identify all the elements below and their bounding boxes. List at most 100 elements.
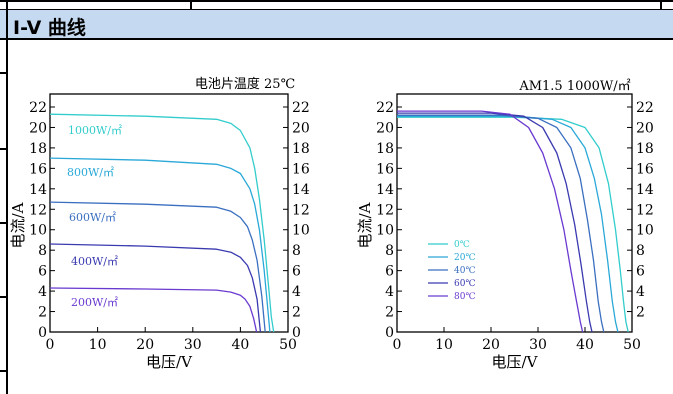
x-tick-label: 40	[231, 337, 249, 353]
y-tick-label-left: 20	[29, 120, 47, 136]
y-tick-label-left: 18	[376, 141, 394, 157]
y-tick-label-right: 10	[636, 223, 654, 239]
series-line	[397, 115, 619, 333]
y-tick-label-right: 2	[292, 305, 301, 321]
x-tick-label: 10	[89, 337, 107, 353]
y-tick-label-left: 22	[376, 100, 394, 116]
y-tick-label-right: 4	[292, 284, 301, 300]
top-rule-tick	[6, 0, 8, 9]
y-tick-label-left: 0	[385, 325, 394, 341]
y-tick-label-right: 2	[636, 305, 645, 321]
x-tick-label: 40	[576, 337, 594, 353]
y-tick-label-right: 14	[292, 182, 310, 198]
series-label: 600W/㎡	[69, 211, 116, 224]
series-line	[397, 116, 629, 333]
series-line	[49, 201, 266, 333]
x-tick-label: 30	[529, 337, 547, 353]
plot-frame	[49, 93, 289, 333]
iv-charts: 电池片温度 25℃0 10 20 30 40 5002468101214161820220…	[9, 76, 654, 371]
y-tick-label-right: 10	[292, 223, 310, 239]
left-border-tick	[0, 222, 6, 224]
top-rule	[0, 0, 673, 9]
y-tick-label-right: 20	[292, 120, 310, 136]
y-tick-label-left: 18	[29, 141, 47, 157]
x-tick-label: 30	[184, 337, 202, 353]
series-line	[397, 110, 584, 333]
y-tick-label-left: 8	[38, 243, 47, 259]
y-tick-label-right: 18	[636, 141, 654, 157]
plot-frame	[396, 93, 633, 333]
left-border	[6, 40, 8, 394]
x-tick-label: 0	[393, 337, 402, 353]
top-rule-line	[0, 0, 673, 2]
y-tick-label-left: 4	[385, 284, 394, 300]
legend-label: 40℃	[454, 266, 476, 276]
y-tick-label-left: 22	[29, 100, 47, 116]
y-tick-label-right: 18	[292, 141, 310, 157]
left-border-tick	[0, 72, 6, 74]
chart-title: AM1.5 1000W/㎡	[518, 79, 630, 94]
legend-label: 60℃	[454, 279, 476, 289]
y-tick-label-left: 16	[29, 161, 47, 177]
left-border-tick	[0, 370, 6, 372]
legend-label: 0℃	[454, 240, 470, 250]
y-tick-label-right: 8	[636, 243, 645, 259]
left-border-tick	[0, 148, 6, 150]
x-tick-label: 10	[435, 337, 453, 353]
series-label: 800W/㎡	[67, 166, 114, 179]
y-tick-label-right: 20	[636, 120, 654, 136]
y-tick-label-left: 6	[385, 264, 394, 280]
legend-label: 80℃	[454, 292, 476, 302]
y-tick-label-left: 8	[385, 243, 394, 259]
y-tick-label-left: 14	[29, 182, 47, 198]
y-tick-label-left: 0	[38, 325, 47, 341]
x-axis-label: 电压/V	[492, 353, 539, 371]
chart-temperature: AM1.5 1000W/㎡ 0 10 20 30 40 50 0 2 4 6 8 10 12 14 16 18 2…	[356, 79, 654, 371]
series-label: 200W/㎡	[71, 296, 118, 309]
y-axis-label: 电流/A	[9, 202, 27, 248]
chart-irradiance: 电池片温度 25℃0 10 20 30 40 5002468101214161820220…	[9, 76, 310, 371]
y-tick-label-right: 0	[292, 325, 301, 341]
series-line	[397, 112, 593, 333]
y-tick-label-left: 6	[38, 264, 47, 280]
series-line	[49, 157, 271, 333]
y-tick-label-right: 16	[292, 161, 310, 177]
y-tick-label-right: 12	[636, 202, 654, 218]
y-tick-label-right: 6	[292, 264, 301, 280]
x-tick-label: 20	[482, 337, 500, 353]
y-tick-label-left: 2	[385, 305, 394, 321]
chart-title: 电池片温度 25℃	[195, 76, 295, 92]
x-tick-label: 50	[279, 337, 297, 353]
series-line	[49, 243, 262, 333]
header-divider	[6, 10, 8, 38]
y-tick-label-left: 2	[38, 305, 47, 321]
series-label: 400W/㎡	[71, 255, 118, 268]
top-rule-tick	[190, 0, 192, 9]
y-axis-label: 电流/A	[356, 202, 374, 248]
y-tick-label-right: 14	[636, 182, 654, 198]
y-tick-label-right: 4	[636, 284, 645, 300]
y-tick-label-left: 10	[376, 223, 394, 239]
y-tick-label-left: 12	[29, 202, 47, 218]
section-header: I-V 曲线	[0, 9, 673, 40]
y-tick-label-left: 12	[376, 202, 394, 218]
y-tick-label-left: 16	[376, 161, 394, 177]
y-tick-label-right: 6	[636, 264, 645, 280]
x-tick-label: 50	[623, 337, 641, 353]
series-line	[49, 113, 275, 333]
left-border-tick	[0, 296, 6, 298]
x-axis-label: 电压/V	[146, 353, 193, 371]
y-tick-label-left: 20	[376, 120, 394, 136]
series-line	[49, 287, 258, 333]
x-tick-label: 20	[136, 337, 154, 353]
x-tick-label: 0	[46, 337, 55, 353]
y-tick-label-left: 14	[376, 182, 394, 198]
y-tick-label-right: 16	[636, 161, 654, 177]
y-tick-label-left: 10	[29, 223, 47, 239]
section-title: I-V 曲线	[13, 17, 86, 39]
y-tick-label-right: 22	[636, 100, 654, 116]
y-tick-label-right: 8	[292, 243, 301, 259]
legend-label: 20℃	[454, 253, 476, 263]
series-line	[397, 114, 605, 333]
series-label: 1000W/㎡	[68, 124, 122, 137]
